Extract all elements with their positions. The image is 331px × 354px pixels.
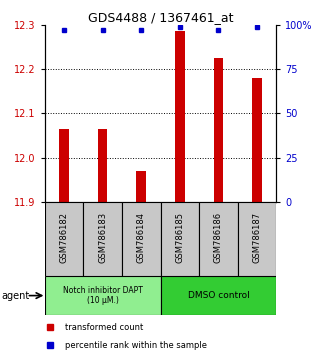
Text: GSM786186: GSM786186 (214, 212, 223, 263)
Text: GSM786185: GSM786185 (175, 212, 184, 263)
Bar (238, 202, 276, 276)
Bar (98, 129, 108, 202)
Bar (83, 202, 122, 276)
Bar (175, 32, 185, 202)
Text: transformed count: transformed count (65, 323, 143, 332)
Bar (252, 78, 262, 202)
Text: agent: agent (2, 291, 30, 301)
Text: GSM786187: GSM786187 (253, 212, 261, 263)
Bar (161, 202, 199, 276)
Bar (161, 276, 276, 315)
Text: GSM786182: GSM786182 (60, 212, 69, 263)
Bar (136, 171, 146, 202)
Text: GSM786184: GSM786184 (137, 212, 146, 263)
Bar (59, 129, 69, 202)
Title: GDS4488 / 1367461_at: GDS4488 / 1367461_at (88, 11, 233, 24)
Bar (213, 58, 223, 202)
Text: Notch inhibitor DAPT
(10 μM.): Notch inhibitor DAPT (10 μM.) (63, 286, 143, 305)
Bar (45, 276, 161, 315)
Text: percentile rank within the sample: percentile rank within the sample (65, 341, 207, 350)
Bar (45, 202, 83, 276)
Text: GSM786183: GSM786183 (98, 212, 107, 263)
Bar (122, 202, 161, 276)
Text: DMSO control: DMSO control (188, 291, 249, 300)
Bar (199, 202, 238, 276)
